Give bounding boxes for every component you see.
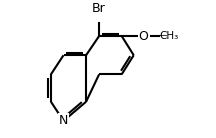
Text: —: — bbox=[159, 32, 167, 41]
Text: O: O bbox=[139, 30, 149, 43]
Text: CH₃: CH₃ bbox=[159, 31, 179, 41]
Text: N: N bbox=[59, 114, 68, 127]
Text: Br: Br bbox=[92, 2, 106, 15]
